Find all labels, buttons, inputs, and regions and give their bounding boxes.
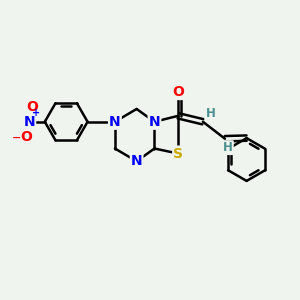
Text: N: N [23,115,35,129]
Text: N: N [148,115,160,129]
Text: O: O [172,85,184,99]
Text: H: H [206,107,215,120]
Text: O: O [26,100,38,114]
Text: O: O [20,130,32,144]
Text: +: + [32,108,40,118]
Text: N: N [131,154,142,168]
Text: S: S [173,147,183,160]
Text: H: H [223,141,233,154]
Text: −: − [12,133,22,143]
Text: N: N [109,115,121,129]
